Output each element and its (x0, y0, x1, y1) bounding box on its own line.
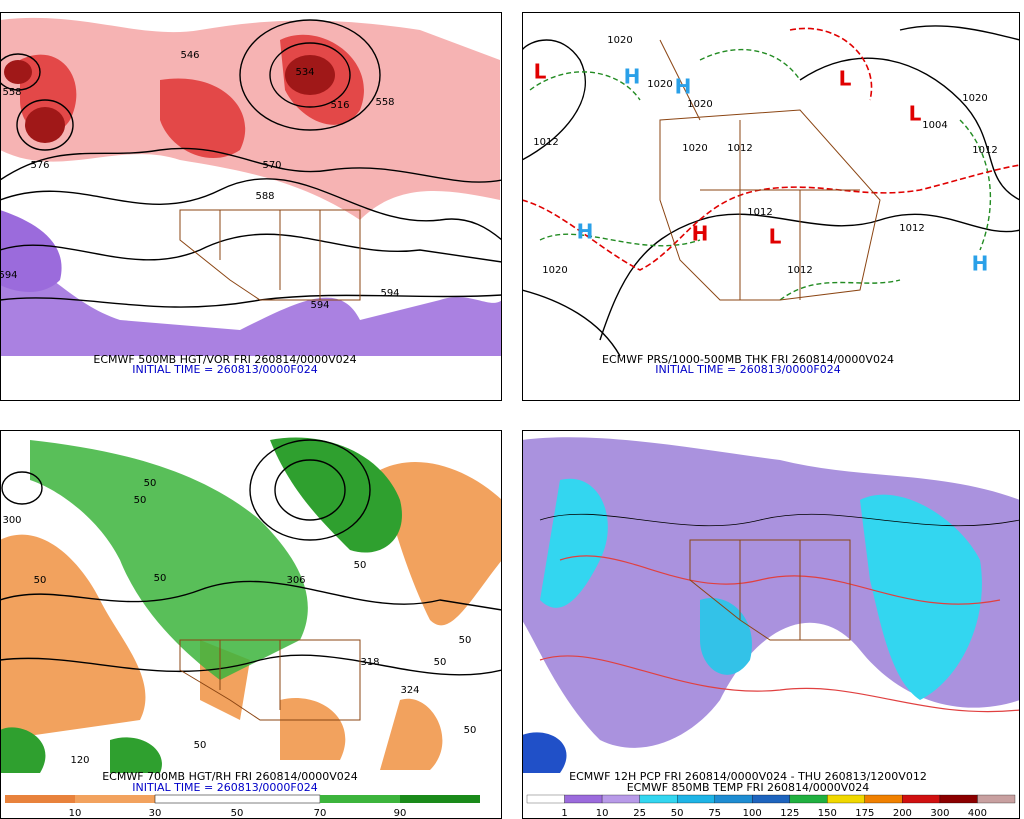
contour-label: 516 (330, 100, 349, 111)
colorbar-swatch (789, 794, 828, 804)
contour-label: 50 (34, 575, 47, 586)
contour-label: 1020 (682, 143, 707, 154)
colorbar-swatch (526, 794, 565, 804)
map-precip (522, 430, 1020, 773)
pressure-center: H (577, 220, 594, 244)
contour-label: 50 (464, 725, 477, 736)
colorbar-label: 30 (149, 808, 162, 819)
colorbar: 1 10 25 50 75 100 125 150 175 200 300 400 (526, 794, 1016, 819)
colorbar-label: 50 (671, 808, 684, 819)
colorbar-swatch (977, 794, 1016, 804)
colorbar-swatch (752, 794, 790, 804)
contour-label: 324 (400, 685, 419, 696)
colorbar-label: 50 (231, 808, 244, 819)
contour-label: 50 (154, 573, 167, 584)
contour-label: 300 (2, 515, 21, 526)
initial-time: INITIAL TIME = 260813/0000F024 (132, 363, 317, 376)
colorbar-label: 300 (930, 808, 949, 819)
colorbar-swatch (827, 794, 865, 804)
pressure-center: L (909, 102, 922, 126)
colorbar-label: 10 (69, 808, 82, 819)
contour-label: 546 (180, 50, 199, 61)
contour-label: 1020 (647, 79, 672, 90)
contour-label: 594 (380, 288, 399, 299)
pressure-center: H (624, 65, 641, 89)
contour-label: 1012 (972, 145, 997, 156)
colorbar-label: 1 (561, 808, 567, 819)
colorbar-label: 200 (893, 808, 912, 819)
pressure-center: H (675, 75, 692, 99)
colorbar-label: 70 (314, 808, 327, 819)
contour-label: 50 (144, 478, 157, 489)
contour-label: 576 (30, 160, 49, 171)
contour-label: 1012 (787, 265, 812, 276)
colorbar (5, 794, 480, 804)
contour-label: 1020 (687, 99, 712, 110)
colorbar-swatch (639, 794, 678, 804)
colorbar-swatch (714, 794, 753, 804)
colorbar-label: 90 (394, 808, 407, 819)
panel-caption: ECMWF 850MB TEMP FRI 260814/0000V024 (627, 781, 870, 794)
panel-caption: ECMWF 12H PCP FRI 260814/0000V024 - THU … (569, 770, 927, 783)
colorbar-label: 75 (708, 808, 721, 819)
colorbar-label: 100 (743, 808, 762, 819)
colorbar-label: 10 (596, 808, 609, 819)
contour-label: 318 (360, 657, 379, 668)
colorbar-swatch (902, 794, 941, 804)
initial-time: INITIAL TIME = 260813/0000F024 (655, 363, 840, 376)
panel-frame (522, 12, 1020, 401)
contour-label: 306 (286, 575, 305, 586)
colorbar-label: 400 (968, 808, 987, 819)
contour-label: 558 (2, 87, 21, 98)
colorbar-label: 25 (633, 808, 646, 819)
colorbar-swatch (864, 794, 903, 804)
contour-label: 534 (295, 67, 314, 78)
contour-label: 588 (255, 191, 274, 202)
contour-label: 50 (459, 635, 472, 646)
contour-label: 50 (354, 560, 367, 571)
contour-label: 594 (310, 300, 329, 311)
colorbar-swatch (677, 794, 715, 804)
contour-label: 1020 (542, 265, 567, 276)
colorbar-swatch (939, 794, 978, 804)
pressure-center: H (972, 252, 989, 276)
panel-frame (0, 12, 502, 401)
contour-label: 120 (70, 755, 89, 766)
map-700mb (0, 430, 502, 773)
panel-caption: ECMWF 700MB HGT/RH FRI 260814/0000V024 (102, 770, 358, 783)
contour-label: 1020 (962, 93, 987, 104)
colorbar-swatch (564, 794, 603, 804)
contour-label: 558 (375, 97, 394, 108)
colorbar-label: 150 (818, 808, 837, 819)
contour-label: 1020 (607, 35, 632, 46)
pressure-center: L (534, 60, 547, 84)
contour-label: 1004 (922, 120, 947, 131)
colorbar-label: 175 (855, 808, 874, 819)
colorbar-label: 125 (780, 808, 799, 819)
contour-label: 1012 (533, 137, 558, 148)
contour-label: 1012 (747, 207, 772, 218)
contour-label: 1012 (727, 143, 752, 154)
panel-caption: ECMWF 500MB HGT/VOR FRI 260814/0000V024 (93, 353, 356, 366)
map-pressure (522, 12, 1020, 356)
contour-label: 50 (134, 495, 147, 506)
panel-caption: ECMWF PRS/1000-500MB THK FRI 260814/0000… (602, 353, 894, 366)
pressure-center: H (692, 222, 709, 246)
contour-label: 594 (0, 270, 18, 281)
contour-label: 570 (262, 160, 281, 171)
initial-time: INITIAL TIME = 260813/0000F024 (132, 781, 317, 794)
map-500mb (0, 12, 502, 356)
colorbar-swatch (601, 794, 640, 804)
contour-label: 50 (434, 657, 447, 668)
pressure-center: L (769, 225, 782, 249)
pressure-center: L (839, 67, 852, 91)
contour-label: 1012 (899, 223, 924, 234)
contour-label: 50 (194, 740, 207, 751)
